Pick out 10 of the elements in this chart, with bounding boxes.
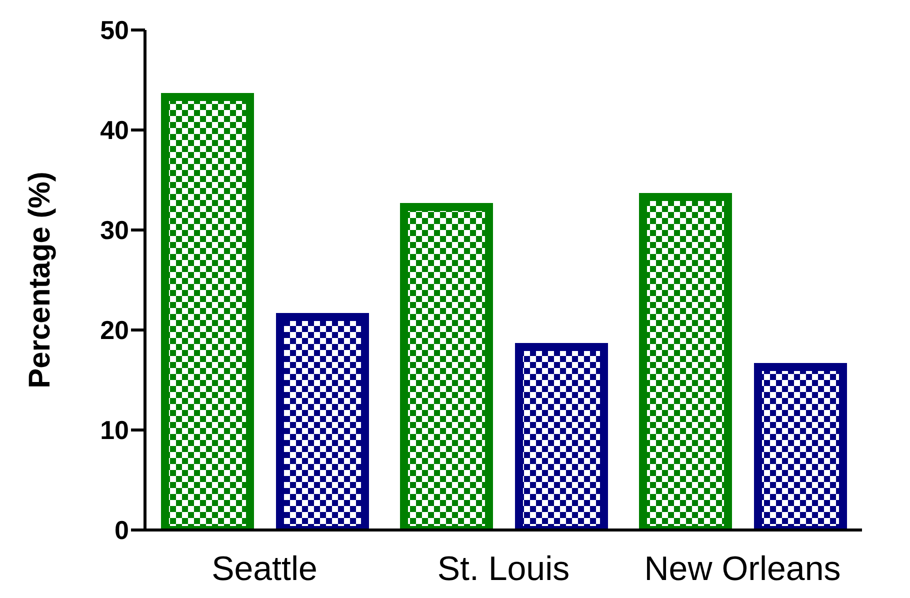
x-tick-label: St. Louis xyxy=(437,550,570,588)
x-tick-label: Seattle xyxy=(212,550,318,588)
y-tick-label: 20 xyxy=(100,315,129,346)
y-tick-label: 30 xyxy=(100,215,129,246)
x-tick-label: New Orleans xyxy=(644,550,841,588)
y-tick-label: 50 xyxy=(100,15,129,46)
y-tick-label: 40 xyxy=(100,115,129,146)
y-tick-label: 10 xyxy=(100,415,129,446)
y-axis-title: Percentage (%) xyxy=(24,172,56,388)
y-tick-label: 0 xyxy=(114,515,129,546)
